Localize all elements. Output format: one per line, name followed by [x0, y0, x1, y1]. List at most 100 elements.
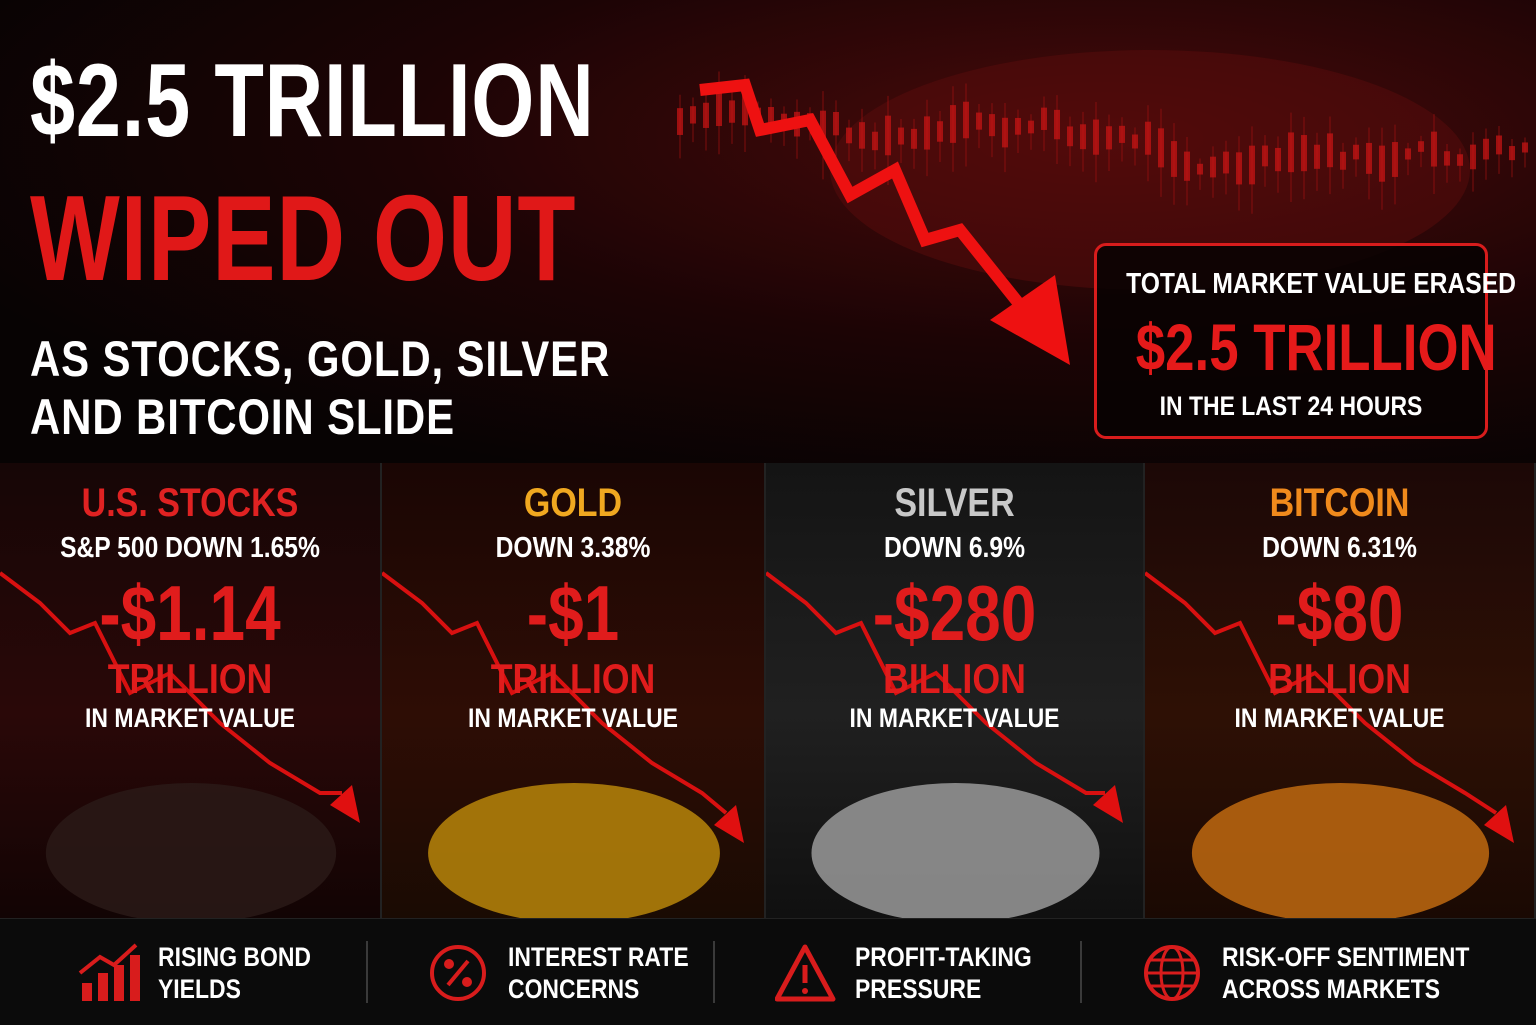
candle — [1392, 142, 1398, 177]
candle — [1223, 151, 1229, 174]
card-unit: BILLION — [1268, 655, 1411, 702]
candle — [1249, 145, 1255, 185]
candle — [1028, 120, 1034, 134]
card-change: DOWN 3.38% — [495, 532, 651, 564]
candle — [1353, 144, 1359, 160]
icon — [775, 944, 836, 1002]
candle — [1041, 107, 1047, 130]
candle — [1340, 151, 1346, 170]
down-arrow — [766, 571, 1105, 795]
down-arrow — [0, 571, 342, 795]
candle — [924, 116, 930, 150]
candle — [1444, 151, 1450, 166]
divider — [366, 941, 368, 1003]
icon — [82, 983, 92, 1001]
candle — [1054, 109, 1060, 140]
factor-line: PROFIT-TAKING — [855, 942, 1032, 972]
card-title: U.S. STOCKS — [81, 481, 299, 525]
factor-text: RISING BOND YIELDS — [158, 941, 311, 1005]
candle — [1197, 163, 1203, 175]
card-amount: -$1.14 — [99, 569, 281, 657]
candle — [1080, 124, 1086, 150]
card-title: SILVER — [894, 481, 1015, 525]
candle — [1366, 142, 1372, 174]
card-art — [1145, 571, 1514, 918]
factor-text: PROFIT-TAKING PRESSURE — [855, 941, 1032, 1005]
candle — [729, 100, 735, 123]
hero: $2.5 TRILLION WIPED OUT AS STOCKS, GOLD,… — [0, 0, 1536, 463]
candle — [716, 89, 722, 127]
icon — [114, 965, 124, 1001]
candle — [703, 102, 709, 128]
candle — [1483, 138, 1489, 160]
down-arrow — [382, 571, 728, 815]
candle — [820, 110, 826, 150]
factor-line: INTEREST RATE — [508, 942, 689, 972]
factor-icon — [78, 943, 140, 1001]
summary-period: IN THE LAST 24 HOURS — [1159, 391, 1423, 421]
candle — [1132, 134, 1138, 149]
summary-box: TOTAL MARKET VALUE ERASED $2.5 TRILLION … — [1094, 243, 1516, 439]
card-amount: -$280 — [872, 569, 1037, 657]
card-unit: TRILLION — [107, 655, 273, 702]
factor-icon — [775, 944, 836, 1002]
asset-cards: U.S. STOCKS S&P 500 DOWN 1.65% -$1.14 TRILL… — [0, 463, 1536, 918]
card-change: DOWN 6.31% — [1262, 532, 1417, 564]
candle — [833, 111, 839, 136]
factor-icon — [430, 945, 486, 1001]
factor-line: RISING BOND — [158, 942, 312, 972]
card-amount: -$1 — [526, 569, 620, 657]
background-art — [677, 50, 1528, 365]
asset-card: BITCOIN DOWN 6.31% -$80 BILLION IN MARKET VA… — [1145, 463, 1536, 918]
world-map-glow — [830, 50, 1470, 290]
candle — [1171, 141, 1177, 177]
divider — [713, 941, 715, 1003]
arrow-head — [990, 275, 1070, 365]
down-arrow — [1145, 571, 1498, 815]
card-art — [766, 571, 1123, 918]
candle — [1288, 132, 1294, 173]
card-amount: -$80 — [1275, 569, 1404, 657]
candle — [690, 106, 696, 124]
candle — [950, 105, 956, 143]
factor: RISK-OFF SENTIMENT ACROSS MARKETS — [1142, 939, 1469, 1009]
icon — [78, 943, 138, 975]
factor-line: PRESSURE — [855, 974, 982, 1004]
asset-image — [45, 783, 337, 918]
candle — [976, 112, 982, 130]
factor: INTEREST RATE CONCERNS — [428, 939, 748, 1009]
candle — [1379, 145, 1385, 182]
candle — [989, 114, 995, 137]
arrow-head — [1093, 785, 1123, 823]
icon — [444, 959, 454, 969]
down-arrow — [699, 78, 1045, 334]
candle — [937, 121, 943, 142]
card-unit: TRILLION — [490, 655, 656, 702]
candle — [1236, 152, 1242, 185]
card-note: IN MARKET VALUE — [468, 703, 678, 733]
candle — [1262, 145, 1268, 167]
asset-card: GOLD DOWN 3.38% -$1 TRILLION IN MARKET VALUE — [382, 463, 766, 918]
candle — [1119, 125, 1125, 143]
arrow-head — [330, 785, 360, 823]
candle — [1509, 146, 1515, 161]
factor: PROFIT-TAKING PRESSURE — [775, 939, 1095, 1009]
factor-icon — [1144, 945, 1200, 1001]
asset-image — [1191, 783, 1490, 918]
factor-bar: RISING BOND YIELDS INTEREST RATE CONCERNS PR… — [0, 918, 1536, 1025]
candle — [898, 127, 904, 145]
factor-line: CONCERNS — [508, 974, 640, 1004]
card-title: BITCOIN — [1269, 481, 1410, 525]
card-title: GOLD — [523, 481, 623, 525]
candle — [1405, 148, 1411, 160]
candle — [1184, 151, 1190, 181]
summary-amount: $2.5 TRILLION — [1135, 310, 1497, 384]
card-note: IN MARKET VALUE — [849, 703, 1060, 733]
factor-text: INTEREST RATE CONCERNS — [508, 941, 689, 1005]
icon — [802, 988, 808, 994]
factor-text: RISK-OFF SENTIMENT ACROSS MARKETS — [1222, 941, 1469, 1005]
candle — [742, 91, 748, 126]
factor-line: ACROSS MARKETS — [1222, 974, 1441, 1004]
